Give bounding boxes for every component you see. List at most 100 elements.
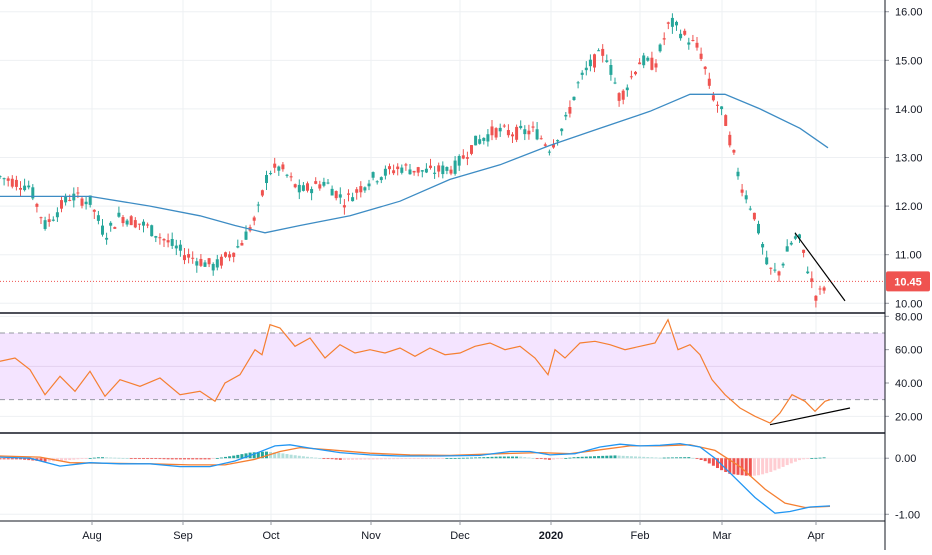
macd-histogram-bar <box>219 457 223 459</box>
y-tick-label: 0.00 <box>895 453 916 465</box>
candle-body <box>593 54 596 68</box>
candle-body <box>465 157 469 159</box>
candle-body <box>47 219 51 222</box>
macd-histogram-bar <box>273 452 277 459</box>
macd-histogram-bar <box>416 458 420 460</box>
macd-histogram-bar <box>129 458 133 460</box>
candle-body <box>424 168 428 173</box>
macd-histogram-bar <box>412 458 416 460</box>
macd-histogram-bar <box>96 457 100 459</box>
macd-histogram-bar <box>621 455 625 459</box>
macd-histogram-bar <box>486 456 490 459</box>
macd-histogram-bar <box>55 458 59 462</box>
candle-body <box>785 246 789 252</box>
macd-histogram-bar <box>199 458 203 460</box>
candle-body <box>236 246 240 248</box>
candle-body <box>736 171 740 177</box>
candle-body <box>601 48 605 56</box>
macd-histogram-bar <box>379 458 383 460</box>
candle-body <box>490 126 494 136</box>
candle-body <box>752 212 756 220</box>
macd-histogram-bar <box>355 458 359 460</box>
candle-body <box>265 174 268 184</box>
macd-histogram-bar <box>547 458 551 460</box>
macd-histogram-bar <box>215 458 219 459</box>
candle-body <box>351 197 355 202</box>
macd-histogram-bar <box>441 458 445 460</box>
x-tick-label: Sep <box>173 530 193 542</box>
candle-body <box>814 295 818 301</box>
macd-histogram-bar <box>125 458 129 459</box>
macd-histogram-bar <box>765 458 769 474</box>
macd-histogram-bar <box>584 456 588 459</box>
x-tick-label: 2020 <box>539 530 563 542</box>
macd-histogram-bar <box>654 457 658 459</box>
candle-body <box>650 57 654 70</box>
candle-body <box>297 184 301 193</box>
candle-body <box>707 78 711 86</box>
candle-body <box>666 22 670 24</box>
macd-histogram-bar <box>23 458 27 460</box>
candle-body <box>187 254 191 258</box>
macd-histogram-bar <box>757 458 760 476</box>
macd-histogram-bar <box>818 457 822 459</box>
price-trendline[interactable] <box>794 232 846 302</box>
candle-body <box>0 176 2 178</box>
candle-body <box>552 144 555 148</box>
candle-body <box>523 129 527 135</box>
macd-histogram-bar <box>203 458 207 460</box>
candle-body <box>728 134 732 146</box>
candle-body <box>51 219 55 221</box>
y-tick-label: 15.00 <box>895 55 923 67</box>
macd-histogram-bar <box>748 458 752 477</box>
macd-histogram-bar <box>301 456 305 459</box>
macd-histogram-bar <box>699 458 703 461</box>
candle-body <box>539 138 543 140</box>
macd-histogram-bar <box>224 456 227 459</box>
candle-body <box>654 63 658 68</box>
rsi-trendline[interactable] <box>769 407 851 426</box>
candle-body <box>461 155 465 159</box>
candle-body <box>683 30 687 35</box>
candle-body <box>798 234 801 239</box>
macd-histogram-bar <box>433 458 437 460</box>
candle-body <box>199 258 203 266</box>
candle-body <box>371 172 375 178</box>
macd-histogram-bar <box>560 458 564 460</box>
candle-body <box>564 114 568 117</box>
y-tick-label: 80.00 <box>895 311 923 323</box>
macd-histogram-bar <box>146 458 150 460</box>
candle-body <box>478 139 482 144</box>
candle-body <box>224 252 227 257</box>
macd-histogram-bar <box>60 458 63 461</box>
macd-histogram-bar <box>691 457 695 459</box>
candle-body <box>43 220 47 229</box>
macd-histogram-bar <box>265 451 268 459</box>
macd-histogram-bar <box>568 457 572 459</box>
macd-histogram-bar <box>191 458 195 460</box>
y-tick-label: 11.00 <box>895 250 922 262</box>
macd-histogram-bar <box>728 458 732 474</box>
macd-histogram-bar <box>404 458 408 460</box>
candle-body <box>560 128 564 132</box>
macd-histogram-bar <box>166 458 170 460</box>
macd-histogram-bar <box>285 454 289 459</box>
candle-body <box>2 178 6 180</box>
macd-histogram-bar <box>306 456 309 459</box>
macd-histogram-bar <box>363 458 367 460</box>
candle-body <box>773 269 777 271</box>
macd-histogram-bar <box>420 458 424 460</box>
macd-histogram-bar <box>785 458 789 466</box>
macd-histogram-bar <box>494 456 498 459</box>
macd-histogram-bar <box>769 458 773 472</box>
macd-histogram-bar <box>670 457 674 459</box>
macd-histogram-bar <box>174 458 178 460</box>
macd-histogram-bar <box>371 458 375 460</box>
macd-histogram-bar <box>121 457 125 459</box>
candle-body <box>334 191 338 199</box>
macd-histogram-bar <box>519 456 523 459</box>
macd-histogram-bar <box>101 457 104 459</box>
candle-body <box>445 167 449 171</box>
